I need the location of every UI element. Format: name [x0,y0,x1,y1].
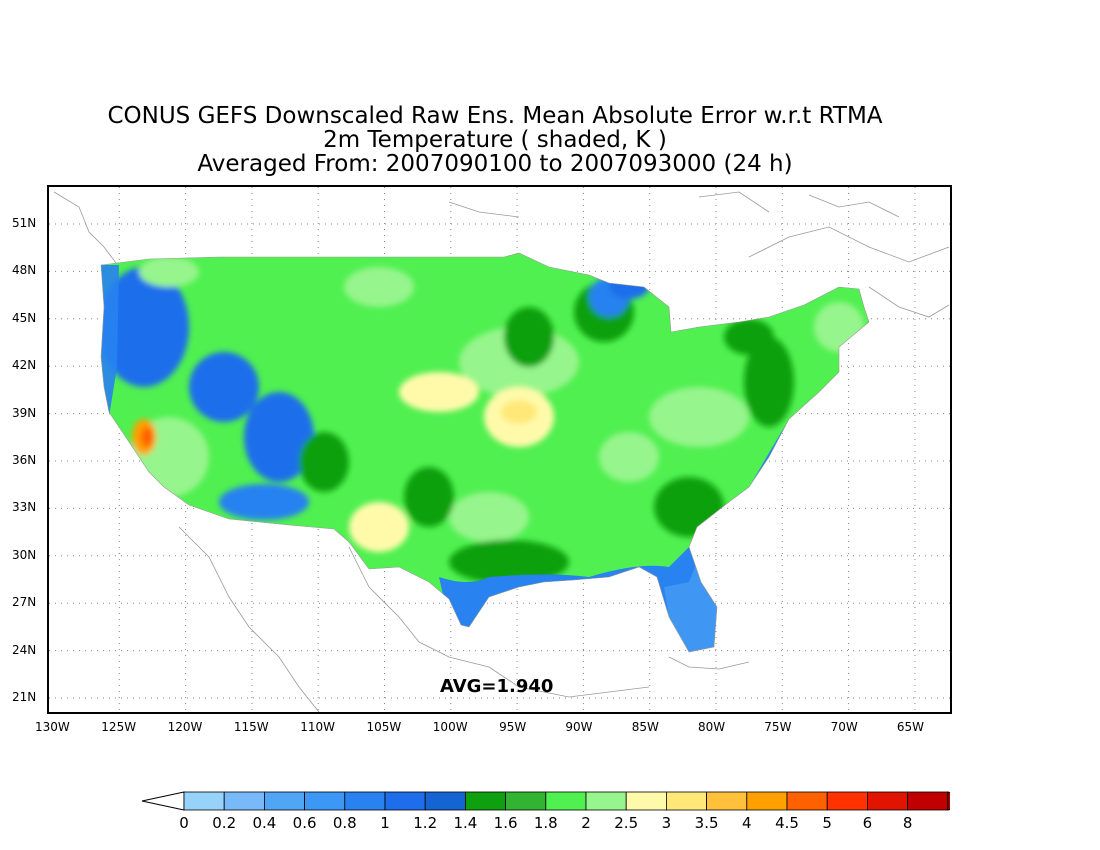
colorbar-swatch [424,791,466,811]
lon-label: 65W [896,720,925,734]
lat-label: 42N [12,358,37,373]
lon-label: 110W [300,720,335,734]
title-line-2: 2m Temperature ( shaded, K ) [323,127,667,153]
lon-label: 85W [631,720,659,734]
colorbar-level-label: 6 [862,814,873,832]
lon-label: 95W [499,720,527,734]
colorbar-level-label: 0.4 [252,814,277,832]
colorbar-level-label: 0.2 [212,814,237,832]
lat-label: 21N [12,690,37,704]
colorbar-level-label: 1.8 [533,814,558,832]
colorbar-level-label: 2.5 [614,814,639,832]
lat-label: 30N [12,547,37,562]
map-canvas [49,187,950,712]
lat-label: 45N [12,310,37,325]
colorbar [141,791,950,811]
map-plot-area [47,185,952,714]
title-line-1: CONUS GEFS Downscaled Raw Ens. Mean Abso… [107,103,883,129]
lon-label: 75W [764,720,792,734]
colorbar-level-label: 0 [179,814,189,832]
lon-label: 100W [432,720,468,734]
lat-label: 51N [12,216,37,230]
colorbar-swatch [706,791,748,811]
colorbar-swatch [545,791,587,811]
colorbar-swatch [223,791,265,811]
lon-label: 90W [565,720,593,734]
colorbar-level-label: 4.5 [775,814,799,832]
country-outlines [53,191,950,712]
lat-label: 39N [12,405,37,420]
lon-label: 130W [35,720,70,734]
colorbar-level-label: 1.2 [413,814,438,832]
colorbar-swatch [786,791,828,811]
colorbar-level-label: 3.5 [694,814,719,832]
colorbar-level-label: 2 [581,814,591,832]
colorbar-swatch [867,791,909,811]
colorbar-level-label: 3 [661,814,672,832]
colorbar-level-label: 5 [822,814,832,832]
colorbar-swatch [666,791,708,811]
colorbar-under-arrow [141,791,185,811]
colorbar-swatch [264,791,306,811]
lat-label: 33N [12,500,37,515]
colorbar-level-label: 1.6 [493,814,518,832]
colorbar-level-label: 8 [902,814,913,832]
lon-label: 105W [366,720,402,734]
lon-label: 125W [101,720,137,734]
colorbar-swatch [907,791,949,811]
conus-outline [100,252,870,653]
colorbar-swatch [505,791,547,811]
title-line-3: Averaged From: 2007090100 to 2007093000 … [197,151,793,177]
colorbar-over-arrow [947,791,950,811]
colorbar-level-label: 0.6 [292,814,317,832]
colorbar-swatch [384,791,426,811]
lon-label: 115W [233,720,269,734]
colorbar-swatch [464,791,506,811]
colorbar-level-label: 4 [742,814,752,832]
colorbar-swatch [826,791,868,811]
lat-label: 36N [12,453,37,467]
colorbar-swatch [585,791,627,811]
colorbar-swatch [625,791,667,811]
colorbar-level-label: 1 [380,814,390,832]
colorbar-swatch [746,791,788,811]
lat-label: 27N [12,595,37,610]
colorbar-swatch [344,791,386,811]
lon-label: 120W [167,720,203,734]
colorbar-swatch [304,791,346,811]
lon-label: 70W [830,720,858,734]
colorbar-swatch [183,791,225,811]
colorbar-level-label: 0.8 [332,814,357,832]
lon-label: 80W [698,720,726,734]
lat-label: 24N [12,642,37,657]
error-field [101,253,869,652]
average-value-label: AVG=1.940 [440,676,554,697]
lat-label: 48N [12,263,37,278]
colorbar-level-label: 1.4 [453,814,478,832]
